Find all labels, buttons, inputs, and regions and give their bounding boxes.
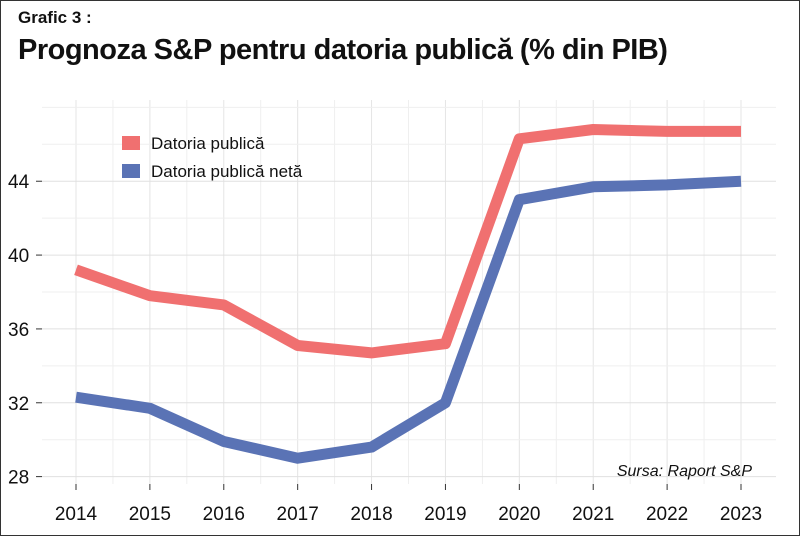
y-tick-label: 28 [8,468,29,489]
x-tick-label: 2015 [129,504,171,525]
legend: Datoria publică Datoria publică netă [122,134,303,181]
legend-swatch-1 [122,164,140,178]
source-note: Sursa: Raport S&P [617,463,753,480]
legend-label-0: Datoria publică [151,134,265,153]
grid [42,100,776,484]
x-tick-label: 2018 [350,504,392,525]
y-tick-label: 40 [8,246,29,267]
chart-title: Prognoza S&P pentru datoria publică (% d… [18,34,668,66]
series-line-1 [75,175,742,464]
x-tick-label: 2019 [424,504,466,525]
y-tick-label: 36 [8,320,29,341]
x-tick-label: 2016 [203,504,245,525]
y-tick-label: 32 [8,394,29,415]
x-tick-label: 2021 [572,504,614,525]
y-tick-label: 44 [8,172,30,193]
x-tick-label: 2020 [498,504,540,525]
legend-swatch-0 [122,136,140,150]
x-tick-label: 2014 [55,504,98,525]
x-tick-label: 2022 [646,504,688,525]
series-lines [74,124,742,464]
axes: 28 32 36 40 44 2014 2015 2016 2017 2018 2019 2020 20… [8,172,762,525]
chart-label: Grafic 3 : [18,8,92,27]
x-tick-label: 2023 [720,504,762,525]
x-tick-label: 2017 [277,504,319,525]
series-line-0 [74,124,741,359]
legend-label-1: Datoria publică netă [151,162,303,181]
